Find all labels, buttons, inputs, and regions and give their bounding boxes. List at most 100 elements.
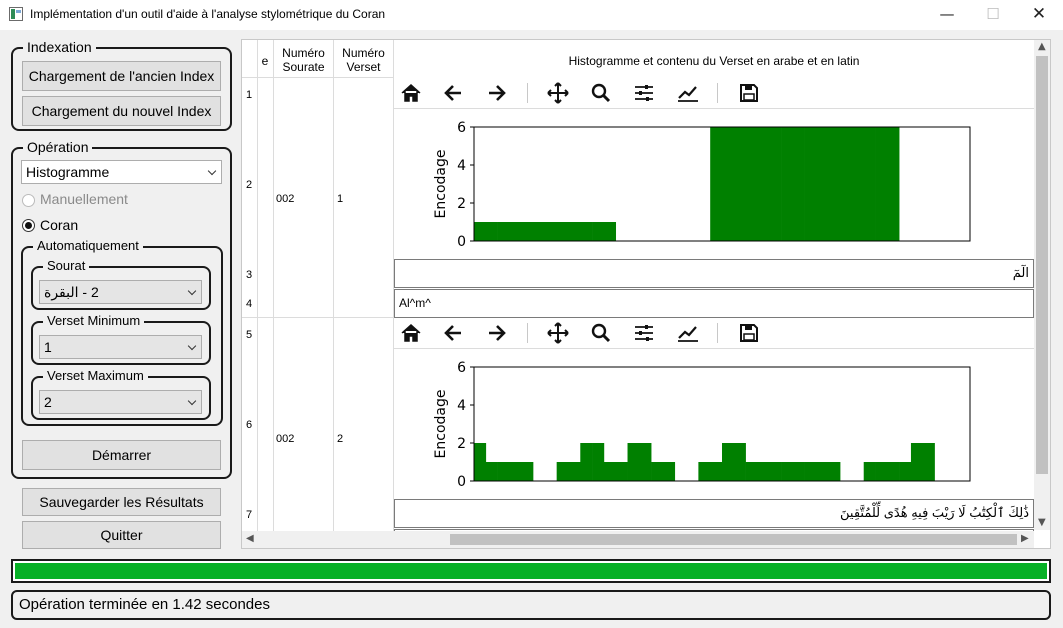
- chevron-down-icon: [187, 396, 197, 406]
- histogram-bar: [792, 462, 805, 481]
- auto-legend: Automatiquement: [33, 237, 143, 255]
- operation-select[interactable]: Histogramme: [21, 160, 222, 184]
- operation-legend: Opération: [23, 138, 93, 156]
- save-icon[interactable]: [736, 320, 762, 346]
- home-icon[interactable]: [398, 320, 424, 346]
- histogram-bar: [521, 462, 534, 481]
- histogram-bar: [804, 127, 829, 241]
- pan-icon[interactable]: [545, 80, 571, 106]
- histogram-bar: [651, 462, 664, 481]
- verse-arabic-text[interactable]: ذَٰلِكَ ٱلْكِتَٰبُ لَا رَيْبَ فِيهِ هُدً…: [394, 499, 1034, 528]
- home-icon[interactable]: [398, 80, 424, 106]
- histogram-bar: [745, 462, 758, 481]
- maximize-button[interactable]: ☐: [986, 5, 1000, 23]
- verset-min-select[interactable]: 1: [39, 335, 202, 359]
- histogram-bar: [710, 127, 735, 241]
- back-arrow-icon[interactable]: [441, 320, 467, 346]
- histogram-bar: [474, 443, 487, 481]
- quit-button[interactable]: Quitter: [22, 521, 221, 549]
- histogram-bar: [733, 127, 758, 241]
- configure-subplots-icon[interactable]: [631, 80, 657, 106]
- manual-radio[interactable]: [22, 194, 35, 207]
- y-axis-label: Encodage: [433, 150, 449, 219]
- scroll-down-icon[interactable]: ▼: [1038, 517, 1046, 528]
- results-table[interactable]: e Numéro Sourate Numéro Verset Histogram…: [241, 39, 1051, 549]
- sourat-select[interactable]: 2 - البقرة: [39, 280, 202, 304]
- minimize-button[interactable]: —: [939, 5, 955, 23]
- scroll-right-icon[interactable]: ▶: [1021, 533, 1029, 544]
- edit-axis-icon[interactable]: [675, 320, 701, 346]
- histogram-bar: [627, 443, 640, 481]
- verset-max-legend: Verset Maximum: [43, 367, 148, 385]
- header-sourate[interactable]: Numéro Sourate: [282, 46, 325, 74]
- grid-line: [242, 77, 394, 78]
- status-bar: Opération terminée en 1.42 secondes: [11, 590, 1051, 620]
- row-number: 5: [246, 329, 253, 341]
- forward-arrow-icon[interactable]: [483, 80, 509, 106]
- row-number: 4: [246, 298, 253, 310]
- verset-max-select[interactable]: 2: [39, 390, 202, 414]
- histogram-bar: [733, 443, 746, 481]
- pan-icon[interactable]: [545, 320, 571, 346]
- grid-line: [393, 40, 394, 548]
- grid-line: [394, 108, 1034, 109]
- histogram-bar: [757, 462, 770, 481]
- histogram-bar: [899, 462, 912, 481]
- header-histogram[interactable]: Histogramme et contenu du Verset en arab…: [568, 54, 860, 68]
- histogram-bar: [662, 462, 676, 481]
- histogram-bar: [804, 462, 817, 481]
- grid-line: [257, 40, 258, 548]
- forward-arrow-icon[interactable]: [483, 320, 509, 346]
- auto-group: Automatiquement: [21, 237, 223, 426]
- verse-latin-text[interactable]: Al^m^: [394, 289, 1034, 318]
- start-button[interactable]: Démarrer: [22, 440, 221, 470]
- histogram-bar: [781, 462, 794, 481]
- window-title: Implémentation d'un outil d'aide à l'ana…: [30, 7, 386, 21]
- header-col0[interactable]: e: [261, 54, 269, 68]
- grid-line: [242, 317, 394, 318]
- configure-subplots-icon[interactable]: [631, 320, 657, 346]
- row-number: 1: [246, 89, 253, 101]
- title-bar: [0, 0, 1063, 30]
- coran-radio[interactable]: [22, 219, 35, 232]
- toolbar-separator: [527, 323, 528, 343]
- histogram-bar: [698, 462, 711, 481]
- histogram-bar: [474, 222, 498, 241]
- y-axis-label: Encodage: [433, 390, 449, 459]
- back-arrow-icon[interactable]: [441, 80, 467, 106]
- edit-axis-icon[interactable]: [675, 80, 701, 106]
- toolbar-separator: [717, 323, 718, 343]
- load-old-index-button[interactable]: Chargement de l'ancien Index: [22, 61, 221, 91]
- cell-verset: 1: [337, 193, 344, 205]
- histogram-chart-1[interactable]: 0 2 4 6 Encodage: [394, 109, 1034, 259]
- histogram-bar: [851, 127, 876, 241]
- horizontal-scroll-thumb[interactable]: [450, 534, 1017, 545]
- verset-min-legend: Verset Minimum: [43, 312, 145, 330]
- progress-fill: [15, 563, 1047, 579]
- histogram-chart-2[interactable]: 0 2 4 6 Encodage: [394, 349, 1034, 499]
- operation-group: Opération: [11, 138, 232, 479]
- header-verset[interactable]: Numéro Verset: [342, 46, 385, 74]
- vertical-scroll-thumb[interactable]: [1036, 56, 1048, 474]
- y-tick-label: 6: [457, 360, 466, 376]
- histogram-bar: [615, 462, 628, 481]
- scroll-up-icon[interactable]: ▲: [1038, 41, 1046, 52]
- scroll-left-icon[interactable]: ◀: [246, 533, 254, 544]
- indexation-legend: Indexation: [23, 38, 96, 56]
- verse-arabic-text[interactable]: الٓمٓ: [394, 259, 1034, 288]
- close-button[interactable]: ✕: [1031, 4, 1047, 24]
- zoom-icon[interactable]: [588, 80, 614, 106]
- save-results-button[interactable]: Sauvegarder les Résultats: [22, 488, 221, 516]
- load-new-index-button[interactable]: Chargement du nouvel Index: [22, 96, 221, 126]
- histogram-bar: [556, 462, 569, 481]
- save-icon[interactable]: [736, 80, 762, 106]
- y-tick-label: 4: [457, 398, 466, 414]
- zoom-icon[interactable]: [588, 320, 614, 346]
- sourat-select-value: 2 - البقرة: [44, 284, 99, 300]
- coran-radio-label: Coran: [40, 217, 79, 233]
- manual-radio-label: Manuellement: [40, 191, 128, 207]
- grid-line: [333, 40, 334, 548]
- row-number: 3: [246, 269, 253, 281]
- histogram-bar: [922, 443, 935, 481]
- grid-line: [394, 348, 1034, 349]
